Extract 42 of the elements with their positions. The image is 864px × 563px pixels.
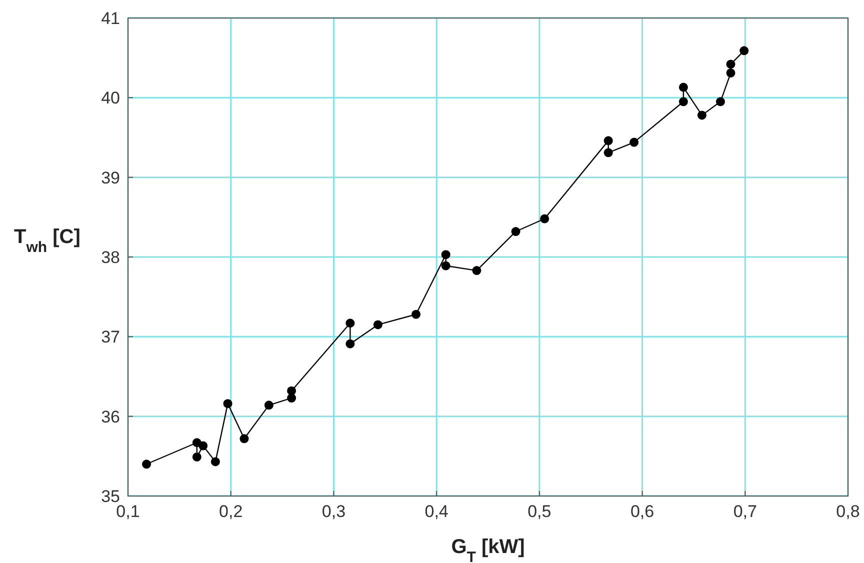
y-tick-label: 40: [101, 88, 120, 108]
point: [412, 310, 420, 319]
y-tick-label: 37: [101, 328, 120, 347]
point: [192, 452, 202, 462]
x-axis-title: G$_{T}$ [kW]: [451, 536, 525, 563]
point: [716, 97, 725, 106]
x-tick-label: 0,3: [322, 502, 346, 521]
point: [511, 227, 520, 236]
point: [373, 320, 382, 330]
y-tick-label: 39: [101, 168, 120, 188]
x-tick-label: 0,5: [528, 502, 552, 521]
point: [223, 399, 232, 408]
x-tick-label: 0,4: [424, 502, 448, 521]
point: [441, 261, 450, 270]
point: [472, 266, 482, 276]
y-axis-title: T$_{wh}$ [C]: [14, 226, 80, 256]
y-tick-label: 38: [101, 248, 120, 267]
point: [726, 68, 736, 78]
x-tick-label: 0,2: [219, 502, 243, 521]
point: [678, 97, 688, 106]
point: [697, 110, 706, 120]
point: [142, 460, 152, 469]
point: [740, 46, 749, 56]
y-tick-label: 41: [101, 9, 120, 28]
point: [346, 318, 355, 328]
y-tick-label: 36: [101, 407, 120, 426]
point: [287, 386, 296, 396]
point: [540, 214, 550, 224]
point: [264, 400, 274, 410]
point: [604, 148, 613, 158]
x-tick-label: 0,6: [630, 502, 654, 521]
point: [441, 250, 450, 260]
x-tick-label: 0,8: [836, 502, 860, 521]
point: [240, 434, 249, 444]
point: [210, 457, 220, 466]
point: [346, 339, 355, 348]
point: [630, 138, 639, 147]
point: [726, 60, 736, 69]
x-tick-label: 0,7: [733, 502, 757, 521]
point: [678, 82, 688, 92]
point: [198, 441, 208, 450]
point: [604, 136, 613, 146]
